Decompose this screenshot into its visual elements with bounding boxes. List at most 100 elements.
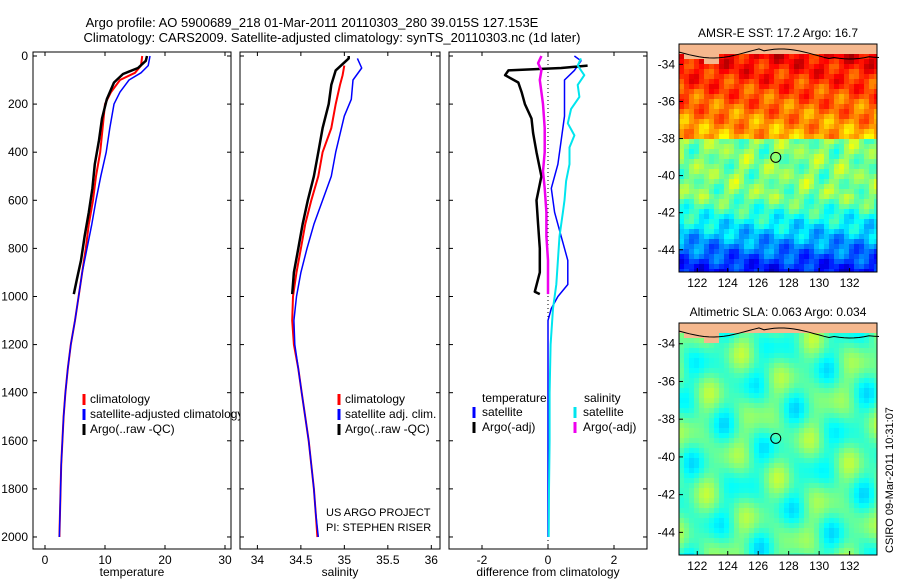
sst-cell (689, 184, 694, 189)
sst-cell (859, 229, 864, 234)
sla-cell (864, 513, 869, 518)
sst-cell (689, 164, 694, 169)
sst-cell (824, 244, 829, 249)
sla-cell (769, 488, 774, 493)
sst-cell (754, 259, 759, 264)
sla-cell (864, 363, 869, 368)
sst-cell (729, 124, 734, 129)
sst-cell (809, 219, 814, 224)
sst-cell (874, 114, 877, 119)
sla-cell (684, 353, 689, 358)
sla-cell (819, 498, 824, 503)
sla-cell (689, 468, 694, 473)
sla-cell (739, 398, 744, 403)
sst-cell (784, 164, 789, 169)
sst-cell (854, 44, 859, 49)
sst-cell (874, 179, 877, 184)
sst-cell (859, 164, 864, 169)
sla-cell (744, 373, 749, 378)
sla-cell (689, 453, 694, 458)
sst-cell (714, 169, 719, 174)
sst-cell (864, 264, 869, 269)
sst-cell (849, 144, 854, 149)
sla-cell (719, 468, 724, 473)
sla-cell (719, 338, 724, 343)
sst-cell (729, 179, 734, 184)
sst-cell (724, 239, 729, 244)
x-tick-label: 35 (338, 553, 352, 567)
map-x-tick-label: 124 (718, 276, 738, 290)
sla-cell (694, 383, 699, 388)
sst-cell (689, 44, 694, 49)
sst-cell (724, 104, 729, 109)
sst-cell (854, 94, 859, 99)
sla-cell (714, 473, 719, 478)
sst-cell (864, 124, 869, 129)
sla-cell (839, 533, 844, 538)
sla-cell (729, 453, 734, 458)
timestamp: CSIRO 09-Mar-2011 10:31:07 (884, 407, 896, 553)
legend-temperature-item: satellite (482, 405, 523, 419)
sla-cell (714, 533, 719, 538)
sla-cell (809, 468, 814, 473)
sst-cell (804, 254, 809, 259)
sst-cell (864, 184, 869, 189)
sla-cell (769, 388, 774, 393)
sst-cell (739, 204, 744, 209)
sst-cell (734, 109, 739, 114)
sst-cell (714, 64, 719, 69)
sla-cell (744, 323, 749, 328)
sla-cell (754, 388, 759, 393)
sla-cell (729, 353, 734, 358)
sst-cell (784, 134, 789, 139)
sla-cell (844, 498, 849, 503)
sst-cell (844, 224, 849, 229)
sst-cell (799, 109, 804, 114)
sst-cell (734, 89, 739, 94)
sla-cell (859, 383, 864, 388)
sst-cell (854, 204, 859, 209)
sst-cell (799, 264, 804, 269)
sst-cell (759, 239, 764, 244)
sst-cell (714, 74, 719, 79)
sst-cell (694, 229, 699, 234)
sla-cell (844, 438, 849, 443)
sst-cell (844, 109, 849, 114)
sla-cell (689, 488, 694, 493)
sst-cell (774, 119, 779, 124)
sla-cell (769, 328, 774, 333)
sst-cell (769, 164, 774, 169)
sla-cell (849, 448, 854, 453)
sst-cell (814, 59, 819, 64)
sst-cell (859, 189, 864, 194)
sla-cell (754, 423, 759, 428)
sst-cell (824, 104, 829, 109)
sst-cell (709, 239, 714, 244)
sla-cell (734, 523, 739, 528)
sla-cell (749, 478, 754, 483)
sla-cell (849, 398, 854, 403)
sst-cell (849, 119, 854, 124)
sst-cell (859, 269, 864, 272)
sst-cell (684, 59, 689, 64)
sla-cell (759, 428, 764, 433)
sst-cell (759, 204, 764, 209)
sst-cell (764, 129, 769, 134)
map-y-tick-label: -44 (658, 525, 676, 539)
sla-cell (809, 443, 814, 448)
sla-cell (679, 538, 684, 543)
sla-cell (799, 538, 804, 543)
sla-cell (684, 383, 689, 388)
sla-cell (714, 393, 719, 398)
sst-cell (714, 84, 719, 89)
sst-cell (694, 139, 699, 144)
sla-cell (694, 338, 699, 343)
sla-cell (784, 513, 789, 518)
sla-cell (844, 443, 849, 448)
sla-cell (814, 548, 819, 553)
sst-cell (814, 234, 819, 239)
sst-cell (719, 209, 724, 214)
sst-cell (809, 234, 814, 239)
sst-cell (764, 234, 769, 239)
sst-cell (799, 84, 804, 89)
